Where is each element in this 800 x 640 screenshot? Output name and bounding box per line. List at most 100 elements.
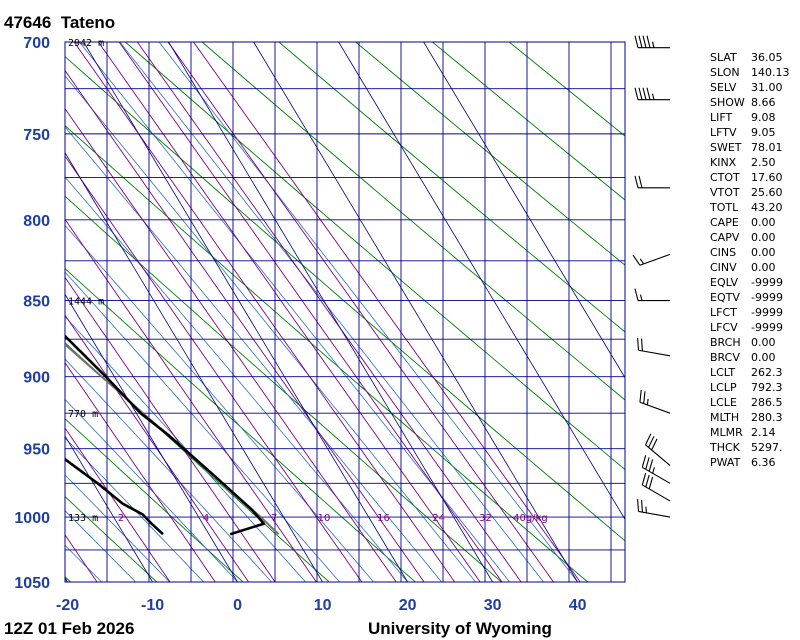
index-value: 6.36 — [751, 456, 776, 469]
mixing-ratio-labels: 2 4 7 10 16 24 32 40g/kg — [118, 513, 548, 524]
pressure-tick-label: 700 — [23, 35, 50, 52]
index-key: SLAT — [710, 51, 737, 64]
pressure-axis: 700 750 800 850 900 950 1000 1050 — [14, 35, 50, 592]
mixing-ratio-line — [167, 42, 554, 582]
dry-adiabat — [65, 55, 625, 542]
temperature-tick-label: 0 — [233, 597, 242, 614]
barb-full — [641, 499, 643, 513]
index-value: 31.00 — [751, 81, 783, 94]
index-value: 43.20 — [751, 201, 783, 214]
dewpoint-profile — [65, 457, 164, 536]
barb-full — [638, 35, 643, 48]
index-key: THCK — [709, 441, 741, 454]
mixing-ratio-line — [65, 155, 363, 582]
temperature-tick-label: 20 — [399, 597, 417, 614]
barb-half — [639, 294, 643, 301]
index-key: LCLT — [710, 366, 735, 379]
barb-half — [651, 41, 655, 48]
index-key: CINS — [710, 246, 736, 259]
wind-barb — [634, 35, 670, 49]
index-value: 0.00 — [751, 351, 776, 364]
index-key: MLMR — [710, 426, 743, 439]
mixing-ratio-line — [136, 42, 522, 582]
isotherm — [65, 576, 68, 582]
index-value: 25.60 — [751, 186, 783, 199]
barb-full — [646, 87, 651, 100]
isotherm — [338, 42, 625, 521]
moist-adiabat — [65, 474, 170, 582]
mixing-ratio-label: 16 — [377, 513, 390, 524]
barb-full — [634, 35, 639, 48]
mixing-ratio-line — [98, 42, 481, 582]
dry-adiabat — [65, 496, 158, 582]
mixing-ratio-line — [65, 361, 216, 582]
index-key: CTOT — [710, 171, 740, 184]
dry-adiabat — [432, 42, 625, 201]
barb-full — [645, 474, 650, 488]
index-value: 0.00 — [751, 216, 776, 229]
wind-barb — [634, 175, 670, 189]
footer-time: 12Z 01 Feb 2026 — [4, 619, 134, 638]
moist-adiabat — [65, 437, 204, 582]
mixing-ratio-line — [65, 533, 98, 582]
pressure-tick-label: 1050 — [14, 575, 50, 592]
barb-staff — [642, 466, 671, 484]
isotherm — [423, 42, 625, 379]
barb-staff — [638, 349, 671, 357]
dry-adiabat — [65, 418, 244, 582]
barb-full — [648, 476, 654, 490]
moist-adiabat — [65, 75, 476, 582]
moist-adiabat — [158, 42, 578, 582]
height-label: 770 m — [68, 409, 98, 420]
index-value: 8.66 — [751, 96, 776, 109]
barb-full — [644, 433, 652, 446]
barb-full — [641, 472, 647, 486]
barb-half — [652, 467, 655, 474]
index-value: -9999 — [751, 321, 783, 334]
barb-staff — [639, 253, 671, 266]
mixing-ratio-line — [118, 42, 503, 582]
mixing-ratio-line — [65, 314, 249, 582]
mixing-ratio-label: 4 — [203, 513, 209, 524]
pressure-tick-label: 1000 — [14, 510, 50, 527]
barb-full — [638, 87, 643, 100]
index-value: 2.50 — [751, 156, 776, 169]
index-key: TOTL — [709, 201, 739, 214]
isotherm — [65, 151, 323, 582]
barb-full — [637, 337, 640, 351]
mixing-ratio-label: 2 — [118, 513, 124, 524]
index-value: 286.5 — [751, 396, 783, 409]
index-key: SELV — [710, 81, 737, 94]
barb-staff — [642, 484, 671, 502]
barb-full — [642, 87, 647, 100]
wind-barb — [634, 87, 670, 101]
index-key: CAPV — [710, 231, 740, 244]
dry-adiabat — [65, 576, 71, 582]
moist-adiabat — [65, 126, 442, 582]
index-value: -9999 — [751, 291, 783, 304]
moist-adiabat — [78, 42, 510, 582]
moist-adiabat — [65, 224, 374, 582]
index-key: LFTV — [710, 126, 737, 139]
wind-barb — [639, 389, 671, 414]
index-key: BRCH — [710, 336, 741, 349]
moist-adiabat — [65, 358, 272, 582]
barb-full — [632, 254, 641, 266]
mixing-ratio-label: 24 — [432, 513, 445, 524]
index-value: 17.60 — [751, 171, 783, 184]
pressure-tick-label: 850 — [23, 294, 50, 311]
dry-adiabat — [65, 342, 330, 582]
wind-barb — [641, 455, 671, 484]
mixing-ratio-line — [65, 69, 425, 582]
index-value: 9.08 — [751, 111, 776, 124]
index-key: LIFT — [710, 111, 733, 124]
index-value: 792.3 — [751, 381, 783, 394]
index-key: LFCV — [710, 321, 738, 334]
index-key: PWAT — [710, 456, 741, 469]
index-value: 5297. — [751, 441, 783, 454]
footer-source: University of Wyoming — [368, 619, 552, 638]
plot-grid — [64, 41, 625, 583]
height-label: 2942 m — [68, 38, 104, 49]
isotherm — [168, 42, 493, 582]
